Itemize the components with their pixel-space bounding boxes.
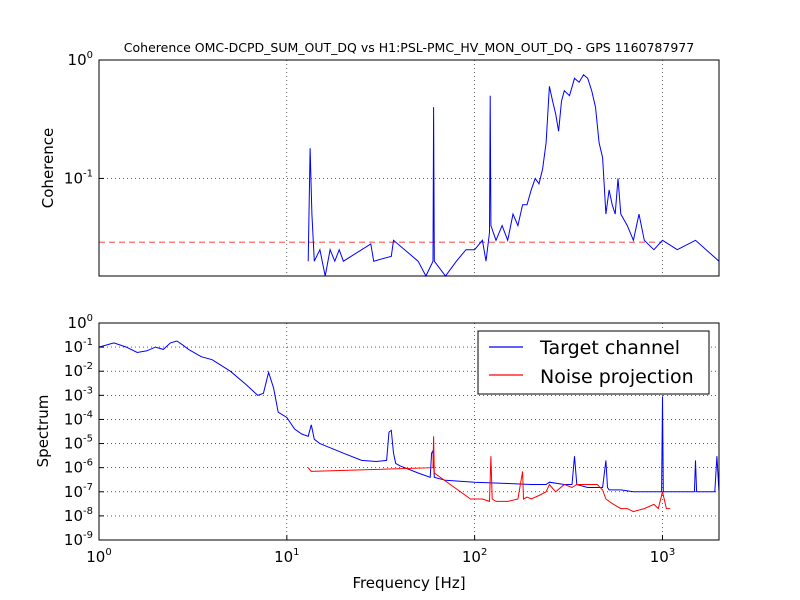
spectrum-ytick-label: 100 xyxy=(68,313,93,332)
coherence-ticks: 100 10-1 xyxy=(64,50,104,187)
spectrum-ytick-label: 10-7 xyxy=(64,482,93,501)
chart-title: Coherence OMC-DCPD_SUM_OUT_DQ vs H1:PSL-… xyxy=(124,40,694,55)
legend: Target channel Noise projection xyxy=(477,330,710,395)
spectrum-xtick-label: 100 xyxy=(86,547,111,566)
spectrum-xtick-label: 102 xyxy=(462,547,487,566)
spectrum-ytick-label: 10-3 xyxy=(64,385,93,404)
spectrum-ytick-label: 10-9 xyxy=(64,530,93,549)
spectrum-xtick-label: 101 xyxy=(274,547,299,566)
coherence-line xyxy=(307,74,720,278)
coherence-grid xyxy=(99,60,719,276)
spectrum-ytick-label: 10-1 xyxy=(64,337,93,356)
spectrum-ytick-label: 10-5 xyxy=(64,434,93,453)
spectrum-ticks: 10010-110-210-310-410-510-610-710-810-91… xyxy=(64,313,675,566)
legend-box xyxy=(477,330,710,395)
spectrum-xtick-label: 103 xyxy=(650,547,675,566)
spectrum-panel: 10010-110-210-310-410-510-610-710-810-91… xyxy=(34,313,720,592)
coherence-ylabel: Coherence xyxy=(39,128,57,208)
spectrum-axes-frame xyxy=(98,322,720,541)
spectrum-series xyxy=(98,340,720,513)
legend-label-target: Target channel xyxy=(539,337,680,359)
spectrum-ytick-label: 10-4 xyxy=(64,409,93,428)
spectrum-ytick-label: 10-2 xyxy=(64,361,93,380)
spectrum-noise-line xyxy=(307,436,671,513)
spectrum-ylabel: Spectrum xyxy=(34,395,52,468)
coherence-ytick-label: 100 xyxy=(68,50,93,69)
coherence-axes-frame xyxy=(98,59,720,277)
legend-label-noise: Noise projection xyxy=(540,366,694,388)
coherence-series xyxy=(307,74,720,278)
spectrum-target-line xyxy=(98,340,720,493)
spectrum-xlabel: Frequency [Hz] xyxy=(352,574,465,592)
spectrum-ytick-label: 10-6 xyxy=(64,458,93,477)
coherence-panel: 100 10-1 Coherence xyxy=(39,50,720,278)
spectrum-ytick-label: 10-8 xyxy=(64,506,93,525)
coherence-ytick-label: 10-1 xyxy=(64,168,93,187)
